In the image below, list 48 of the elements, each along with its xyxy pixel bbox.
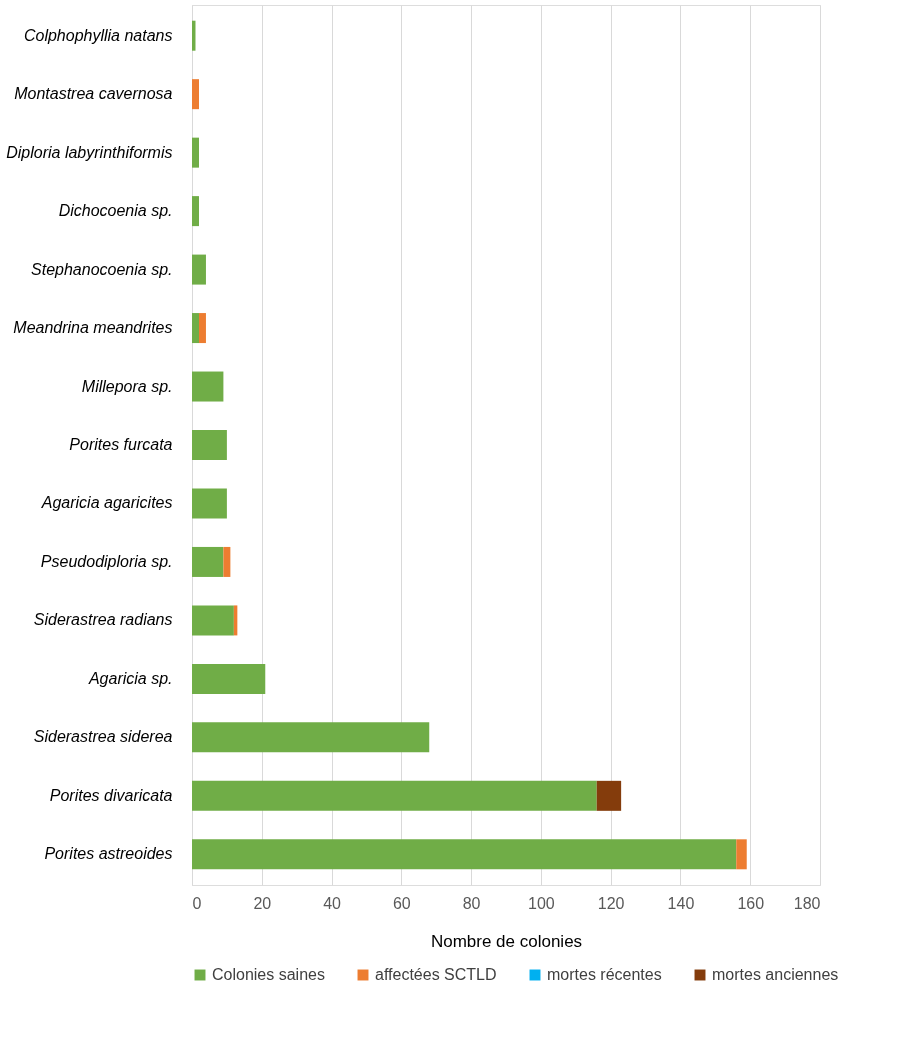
bar: [192, 430, 227, 460]
y-tick-label: Siderastrea siderea: [33, 728, 173, 746]
x-tick-label: 20: [253, 894, 272, 912]
bar: [192, 137, 199, 168]
bar: [192, 313, 199, 344]
y-tick-label: Agaricia sp.: [87, 669, 173, 687]
y-tick-label: Stephanocoenia sp.: [31, 260, 173, 278]
x-tick-label: 0: [192, 894, 202, 912]
x-tick-label: 40: [323, 894, 342, 912]
y-tick-label: Siderastrea radians: [33, 611, 173, 629]
x-tick-label: 120: [597, 894, 625, 912]
x-tick-label: 180: [793, 894, 821, 912]
bar: [736, 839, 747, 870]
y-tick-label: Millepora sp.: [81, 377, 173, 395]
bar: [192, 488, 227, 519]
bar: [192, 722, 430, 753]
bar: [192, 254, 206, 285]
x-tick-label: 60: [392, 894, 411, 912]
legend-label: mortes anciennes: [712, 966, 839, 983]
legend-label: Colonies saines: [212, 966, 325, 983]
y-tick-label: Dichocoenia sp.: [58, 202, 173, 220]
y-tick-label: Porites furcata: [69, 436, 173, 453]
y-tick-label: Montastrea cavernosa: [14, 85, 173, 103]
bar: [596, 780, 622, 811]
bar: [192, 839, 737, 870]
bar: [192, 79, 199, 110]
x-tick-label: 140: [667, 894, 695, 912]
y-tick-label: Meandrina meandrites: [13, 319, 173, 337]
y-tick-label: Agaricia agaricites: [40, 494, 173, 512]
legend-label: affectées SCTLD: [375, 966, 497, 983]
bar: [192, 663, 266, 694]
bar: [192, 780, 597, 811]
x-tick-label: 160: [737, 894, 765, 912]
y-tick-label: Porites astreoides: [44, 845, 173, 863]
bar: [198, 313, 206, 344]
bar: [223, 546, 231, 577]
y-tick-label: Porites divaricata: [49, 786, 173, 804]
bar: [192, 196, 199, 227]
x-tick-label: 80: [462, 894, 481, 912]
y-tick-label: Colphophyllia natans: [23, 26, 173, 44]
y-tick-label: Pseudodiploria sp.: [40, 552, 173, 570]
y-tick-label: Diploria labyrinthiformis: [6, 143, 173, 161]
x-axis-title: Nombre de colonies: [430, 931, 583, 951]
legend-label: mortes récentes: [547, 966, 662, 983]
bar: [192, 546, 224, 577]
bar: [192, 371, 224, 402]
x-tick-label: 100: [528, 894, 555, 912]
bar: [192, 605, 234, 636]
